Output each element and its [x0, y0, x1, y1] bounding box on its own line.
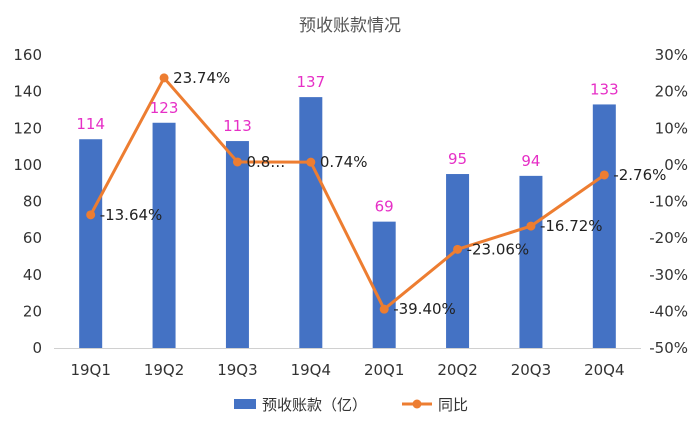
y-left-tick-label: 160 [13, 46, 42, 64]
x-tick-label: 19Q1 [70, 361, 110, 379]
line-point [599, 170, 609, 180]
bar [446, 174, 470, 348]
y-left-tick-label: 0 [32, 339, 42, 357]
legend-line-marker [412, 399, 422, 409]
line-value-label: -16.72% [540, 217, 603, 235]
y-right-tick-label: 20% [655, 83, 688, 101]
line-point [526, 221, 536, 231]
bar [152, 122, 176, 348]
y-left-tick-label: 100 [13, 156, 42, 174]
bar-value-label: 113 [223, 117, 252, 135]
x-tick-label: 20Q4 [584, 361, 624, 379]
bar-value-label: 137 [296, 73, 325, 91]
line-value-label: 0.74% [320, 153, 368, 171]
bar-value-label: 94 [521, 152, 540, 170]
line-point [86, 210, 96, 220]
bar-series [79, 97, 616, 349]
line-point [159, 73, 169, 83]
x-tick-label: 19Q2 [144, 361, 184, 379]
bar [299, 97, 323, 349]
y-left-tick-label: 40 [23, 266, 42, 284]
line-point [379, 304, 389, 314]
bar [519, 175, 543, 348]
bar-value-label: 95 [448, 150, 467, 168]
legend: 预收账款（亿） 同比 [234, 396, 468, 414]
legend-label-line: 同比 [438, 396, 468, 414]
line-path [89, 76, 606, 311]
legend-label-bar: 预收账款（亿） [262, 396, 367, 414]
line-value-label: -13.64% [100, 206, 163, 224]
line-point [453, 244, 463, 254]
bar-value-label: 123 [150, 99, 179, 117]
line-point [232, 157, 242, 167]
y-left-tick-label: 60 [23, 229, 42, 247]
bar [225, 141, 249, 348]
x-tick-label: 20Q3 [511, 361, 551, 379]
y-right-tick-label: -20% [649, 229, 688, 247]
line-value-label: 23.74% [173, 69, 230, 87]
bar-value-label: 69 [375, 198, 394, 216]
chart-title: 预收账款情况 [299, 16, 401, 36]
line-value-label: -39.40% [393, 300, 456, 318]
x-tick-label: 20Q1 [364, 361, 404, 379]
line-value-label: -23.06% [467, 240, 530, 258]
y-right-tick-label: -10% [649, 193, 688, 211]
data-labels: 114 123 113 137 69 95 94 133 -13.64% 23.74% 0.8… 0.… [76, 69, 666, 318]
bar-value-label: 133 [590, 80, 619, 98]
bar [592, 104, 616, 348]
y-right-tick-label: 0% [664, 156, 688, 174]
y-right-tick-label: 10% [655, 119, 688, 137]
bar-value-label: 114 [76, 115, 105, 133]
x-tick-label: 20Q2 [437, 361, 477, 379]
line-point [306, 157, 316, 167]
y-left-tick-label: 80 [23, 193, 42, 211]
y-left-tick-label: 120 [13, 119, 42, 137]
line-value-label: 0.8… [246, 153, 285, 171]
y-right-tick-label: 30% [655, 46, 688, 64]
bar [372, 221, 396, 348]
line-value-label: -2.76% [613, 166, 666, 184]
y-right-tick-label: -40% [649, 302, 688, 320]
line-series [86, 73, 609, 314]
legend-bar-swatch [234, 399, 256, 409]
x-tick-label: 19Q4 [291, 361, 331, 379]
y-left-tick-label: 140 [13, 83, 42, 101]
x-tick-label: 19Q3 [217, 361, 257, 379]
y-right-tick-label: -30% [649, 266, 688, 284]
y-right-tick-label: -50% [649, 339, 688, 357]
bar [79, 139, 103, 348]
y-left-tick-label: 20 [23, 302, 42, 320]
axes: 0 20 40 60 80 100 120 140 160 -50% -40% -30% -20% -10… [13, 46, 688, 379]
